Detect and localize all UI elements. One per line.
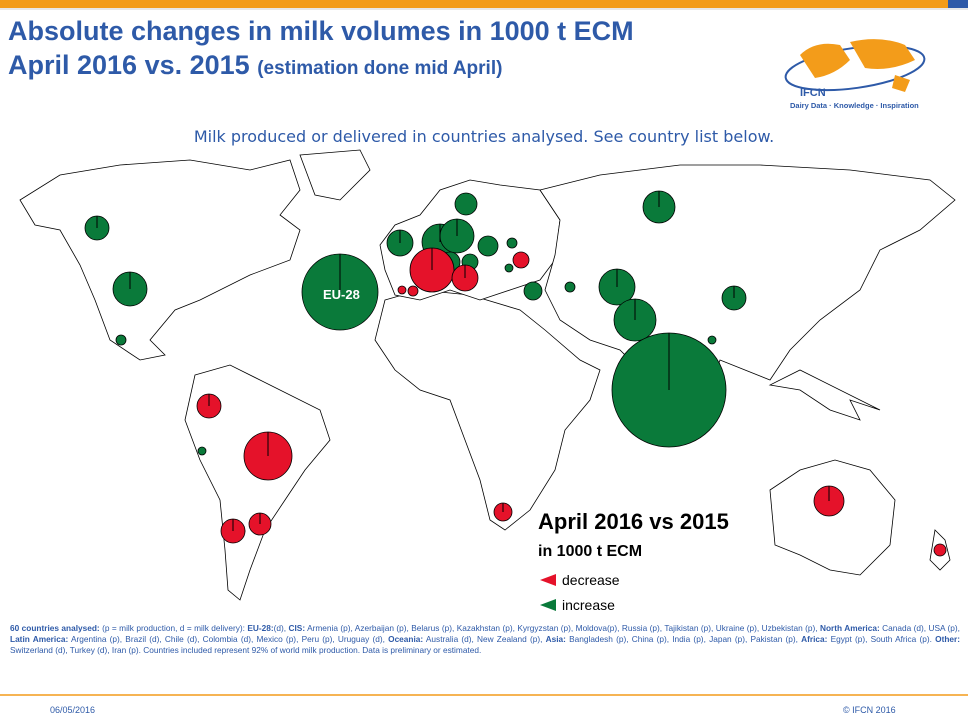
legend-title: April 2016 vs 2015 — [538, 509, 729, 534]
title-line2-wrap: April 2016 vs. 2015 (estimation done mid… — [8, 48, 634, 86]
footnote-part: Armenia (p), Azerbaijan (p), Belarus (p)… — [305, 623, 820, 633]
top-bar-end — [948, 0, 968, 8]
bubble — [115, 334, 127, 346]
south-america — [184, 364, 331, 601]
footnote-part: Oceania: — [388, 634, 424, 644]
eu-label: EU-28 — [323, 287, 360, 302]
footnote-part: Latin America: — [10, 634, 69, 644]
bubble — [407, 285, 419, 297]
bubble — [197, 446, 207, 456]
footnote-part: CIS: — [288, 623, 306, 633]
legend-swatch-decrease — [540, 574, 556, 586]
footnote-part: Australia (d), New Zealand (p), — [423, 634, 546, 644]
footer-copyright: © IFCN 2016 — [843, 705, 896, 715]
bubble — [477, 235, 499, 257]
footnote: 60 countries analysed: (p = milk product… — [10, 623, 960, 656]
logo-world — [800, 39, 915, 92]
north-america — [19, 159, 301, 361]
footnote-part: Switzerland (d), Turkey (d), Iran (p). C… — [10, 645, 482, 655]
top-line — [0, 8, 968, 10]
southeast-asia — [768, 369, 881, 421]
footnote-part: Asia: — [545, 634, 566, 644]
top-bar — [0, 0, 948, 8]
australia — [769, 459, 896, 576]
logo-name: IFCN — [800, 87, 826, 99]
footnote-part: EU-28: — [247, 623, 274, 633]
bubble — [454, 192, 478, 216]
greenland — [299, 149, 371, 201]
footnote-part: North America: — [819, 623, 880, 633]
decrease-bubbles — [196, 247, 947, 557]
bubble-lines — [96, 191, 830, 531]
footnote-part: Egypt (p), South Africa (p). — [827, 634, 936, 644]
legend-label: decrease — [562, 572, 620, 588]
bubble — [523, 281, 543, 301]
logo-orbit — [784, 44, 926, 92]
logo: IFCN Dairy Data · Knowledge · Inspiratio… — [784, 39, 926, 110]
title-line1: Absolute changes in milk volumes in 1000… — [8, 16, 634, 46]
footnote-part: Africa: — [801, 634, 828, 644]
world-map — [19, 149, 956, 601]
bubble — [564, 281, 576, 293]
title-note: (estimation done mid April) — [257, 58, 503, 79]
title-line2: April 2016 vs. 2015 — [8, 50, 250, 80]
africa — [374, 289, 601, 531]
bubble — [504, 263, 514, 273]
bubble — [397, 285, 407, 295]
footnote-part: Argentina (p), Brazil (d), Chile (d), Co… — [68, 634, 389, 644]
legend-unit: in 1000 t ECM — [538, 543, 642, 560]
asia — [539, 164, 956, 441]
footnote-part: 60 countries analysed: — [10, 623, 100, 633]
bubble — [933, 543, 947, 557]
legend-swatch-increase — [540, 599, 556, 611]
subtitle: Milk produced or delivered in countries … — [193, 127, 775, 146]
title: Absolute changes in milk volumes in 1000… — [8, 14, 634, 86]
footnote-part: (d), — [273, 623, 289, 633]
footnote-part: Canada (d), USA (p), — [879, 623, 960, 633]
footer-date: 06/05/2016 — [50, 705, 96, 715]
bubbles — [84, 190, 947, 557]
logo-tagline: Dairy Data · Knowledge · Inspiration — [790, 101, 919, 110]
legend-label: increase — [562, 597, 615, 613]
footnote-part: Other: — [935, 634, 961, 644]
bubble — [506, 237, 518, 249]
bubble — [512, 251, 530, 269]
footnote-part: (p = milk production, d = milk delivery)… — [99, 623, 248, 633]
footnote-part: Bangladesh (p), China (p), India (p), Ja… — [565, 634, 802, 644]
bubble — [707, 335, 717, 345]
